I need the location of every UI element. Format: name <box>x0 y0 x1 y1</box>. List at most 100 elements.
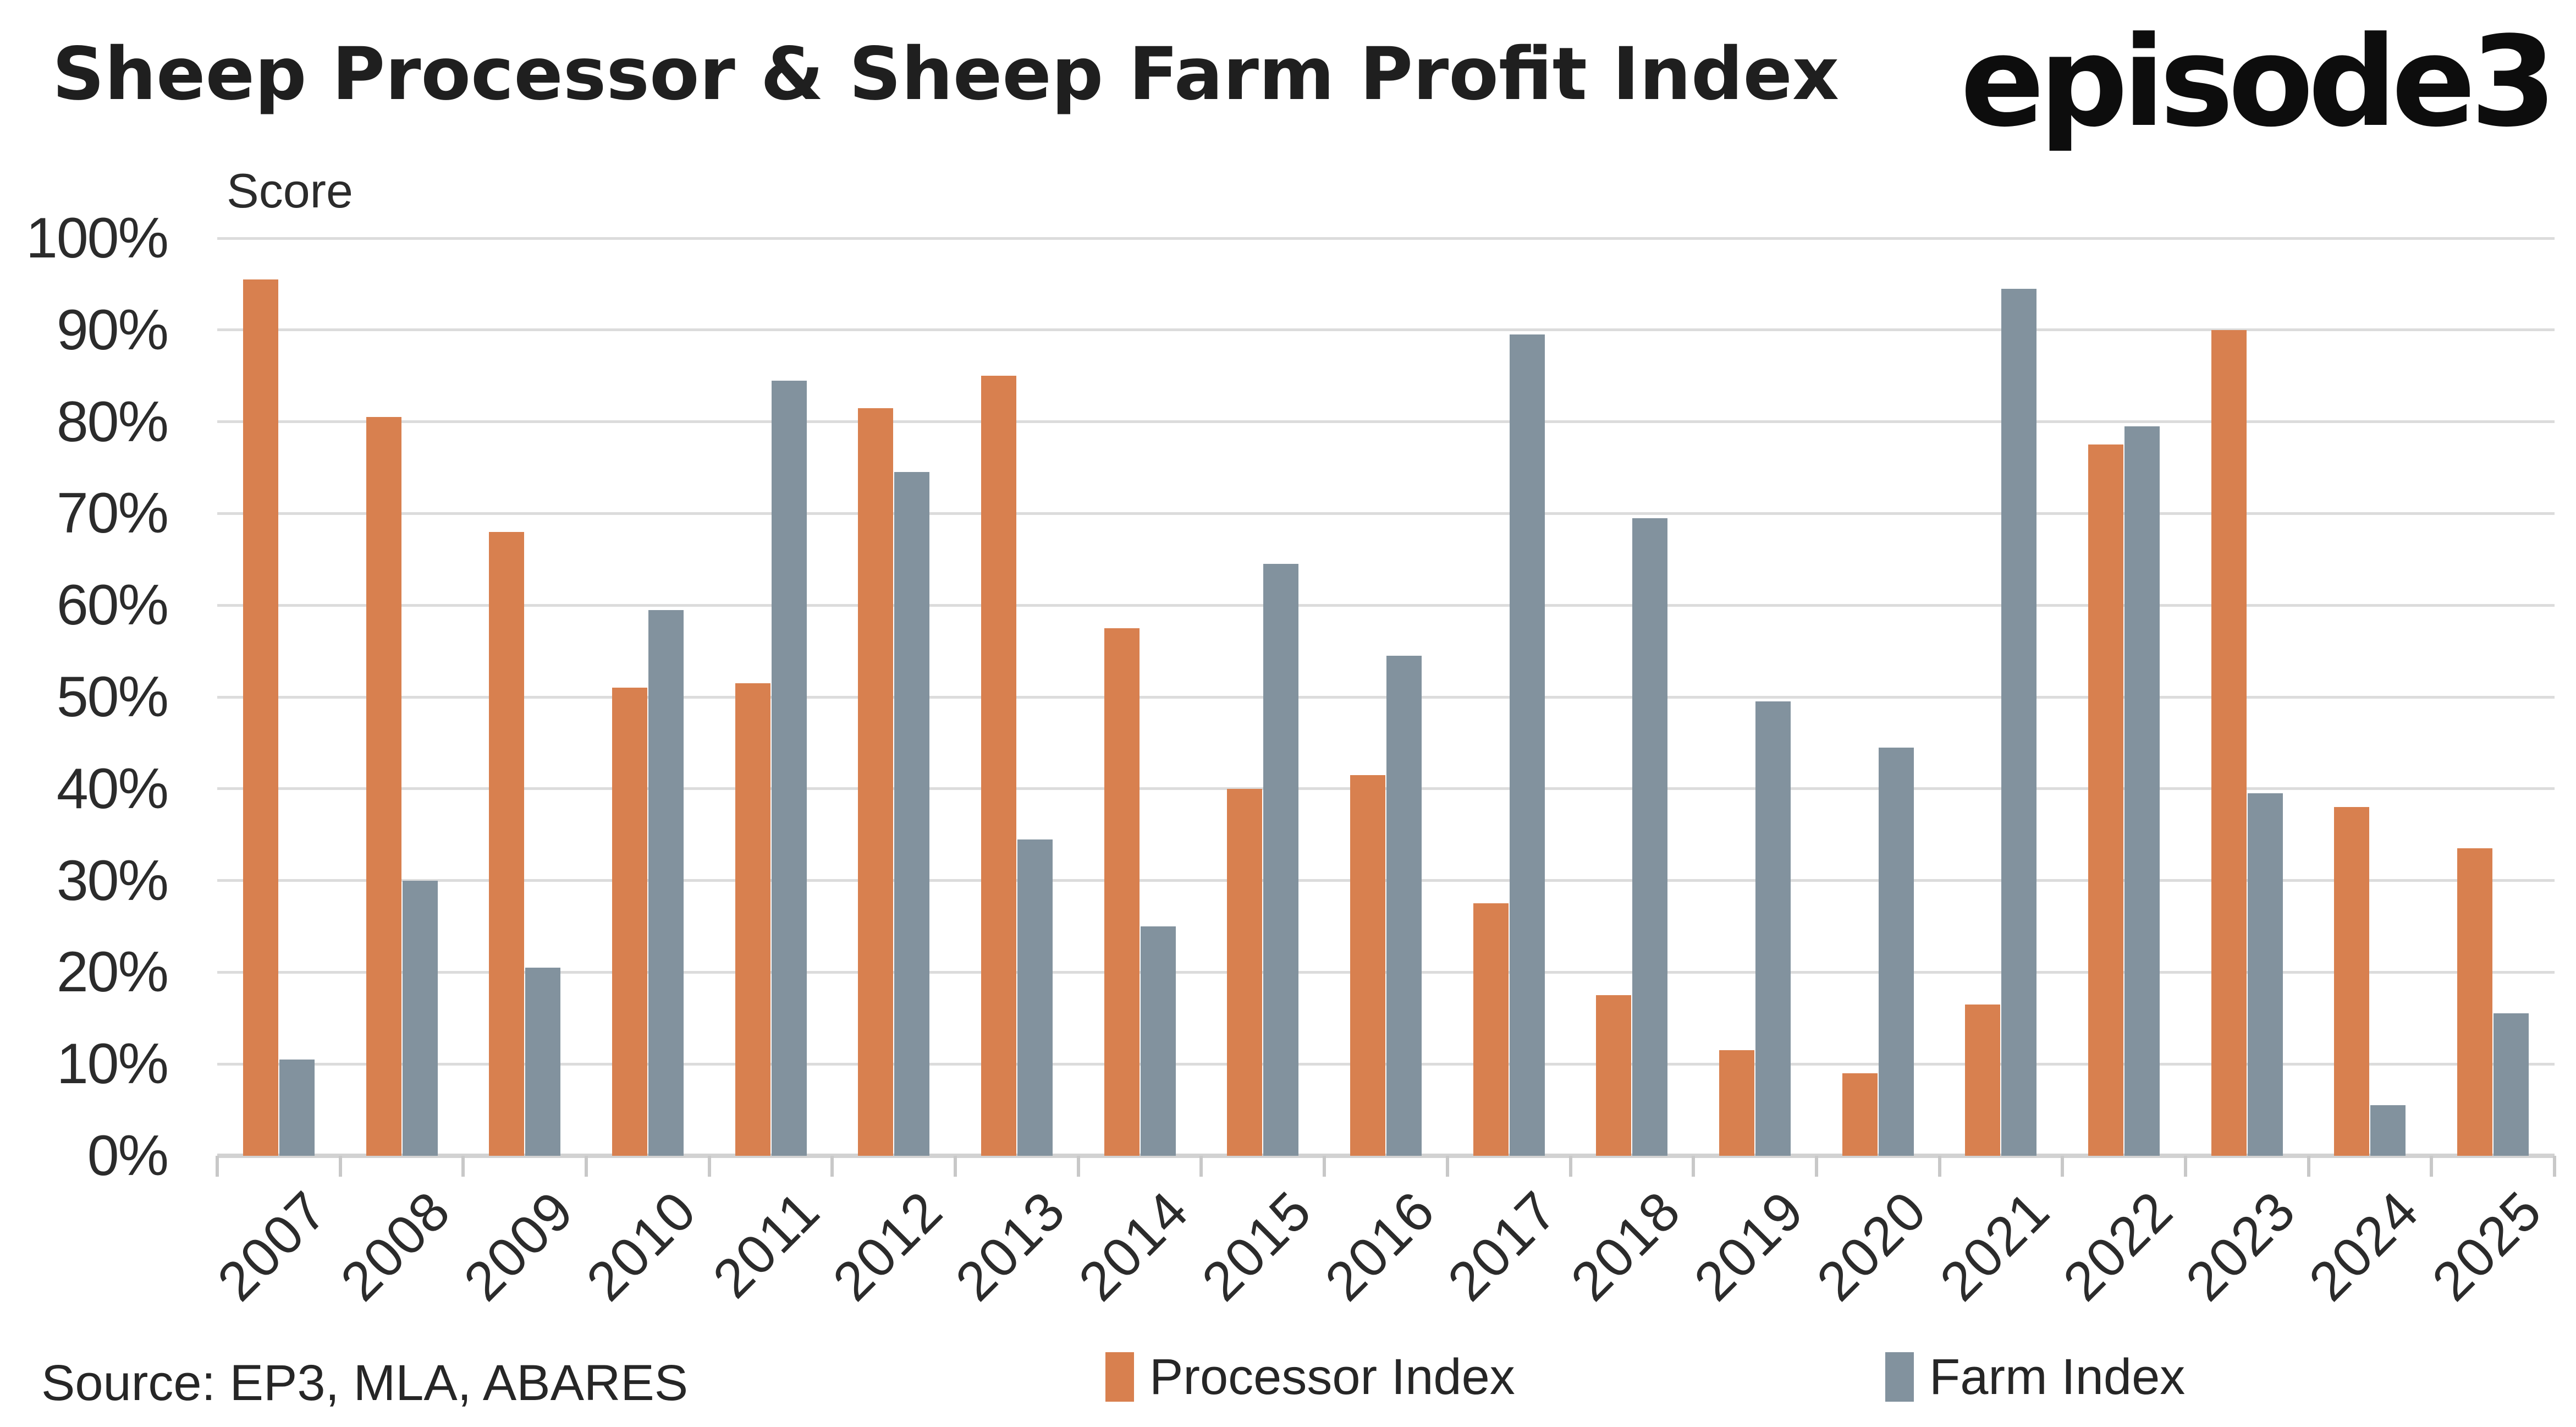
farm-bar-2013 <box>1017 839 1053 1156</box>
legend-swatch-processor-index <box>1105 1352 1134 1402</box>
processor-bar-2007 <box>243 279 278 1156</box>
farm-bar-2012 <box>894 472 930 1156</box>
gridline-30 <box>217 879 2555 882</box>
farm-bar-2018 <box>1632 518 1668 1156</box>
x-axis-tick-mark <box>1692 1156 1696 1177</box>
processor-bar-2022 <box>2088 444 2124 1156</box>
farm-bar-2008 <box>402 880 438 1156</box>
x-axis-tick-mark <box>338 1156 342 1177</box>
x-axis-tick-label: 2008 <box>329 1179 463 1313</box>
gridline-40 <box>217 787 2555 791</box>
farm-bar-2015 <box>1263 564 1299 1156</box>
x-axis-tick-label: 2023 <box>2174 1179 2308 1313</box>
farm-bar-2022 <box>2124 426 2160 1156</box>
x-axis-tick-mark <box>830 1156 834 1177</box>
legend-label: Farm Index <box>1929 1348 2186 1405</box>
processor-bar-2011 <box>735 683 770 1156</box>
x-axis-tick-mark <box>1937 1156 1941 1177</box>
x-axis-tick-label: 2015 <box>1190 1179 1324 1313</box>
farm-bar-2017 <box>1509 334 1545 1156</box>
processor-bar-2025 <box>2457 848 2493 1156</box>
farm-bar-2009 <box>525 968 561 1156</box>
legend-item-processor-index: Processor Index <box>1105 1347 1515 1407</box>
x-axis-tick-label: 2013 <box>944 1179 1077 1313</box>
x-axis-tick-mark <box>1199 1156 1203 1177</box>
legend-label: Processor Index <box>1149 1348 1515 1405</box>
processor-bar-2014 <box>1104 628 1140 1156</box>
x-axis-tick-mark <box>1814 1156 1818 1177</box>
farm-bar-2019 <box>1755 701 1791 1156</box>
x-axis-tick-label: 2009 <box>452 1179 586 1313</box>
farm-bar-2020 <box>1878 747 1914 1156</box>
x-axis-tick-label: 2020 <box>1805 1179 1939 1313</box>
y-axis-tick-label: 30% <box>56 848 169 913</box>
x-axis-tick-mark <box>2061 1156 2065 1177</box>
episode3-logo: episode3 <box>1960 10 2557 155</box>
processor-bar-2024 <box>2334 807 2370 1156</box>
x-axis-tick-label: 2010 <box>575 1179 708 1313</box>
processor-bar-2020 <box>1842 1073 1878 1156</box>
x-axis-tick-mark <box>1323 1156 1326 1177</box>
farm-bar-2023 <box>2247 793 2283 1156</box>
processor-bar-2018 <box>1596 995 1632 1156</box>
farm-bar-2007 <box>279 1059 315 1156</box>
y-axis-tick-label: 20% <box>56 940 169 1005</box>
x-axis-tick-label: 2024 <box>2297 1179 2431 1313</box>
y-axis-tick-label: 70% <box>56 481 169 546</box>
farm-bar-2025 <box>2494 1013 2529 1156</box>
farm-bar-2014 <box>1140 926 1176 1156</box>
x-axis-tick-mark <box>707 1156 711 1177</box>
processor-bar-2013 <box>981 376 1016 1156</box>
processor-bar-2015 <box>1227 788 1263 1156</box>
x-axis-tick-mark <box>2307 1156 2310 1177</box>
source-note: Source: EP3, MLA, ABARES <box>41 1355 689 1411</box>
farm-bar-2021 <box>2001 288 2037 1156</box>
x-axis-tick-mark <box>461 1156 465 1177</box>
y-axis-tick-label: 80% <box>56 389 169 454</box>
gridline-90 <box>217 328 2555 332</box>
processor-bar-2010 <box>612 688 647 1156</box>
processor-bar-2017 <box>1473 903 1509 1156</box>
x-axis-tick-label: 2011 <box>701 1179 832 1310</box>
x-axis-tick-mark <box>2553 1156 2556 1177</box>
processor-bar-2019 <box>1719 1050 1755 1156</box>
gridline-80 <box>217 420 2555 424</box>
y-axis-tick-label: 40% <box>56 756 169 821</box>
x-axis-tick-label: 2012 <box>821 1179 955 1313</box>
gridline-20 <box>217 970 2555 974</box>
chart-legend: Processor Index Farm Index <box>0 1347 2576 1413</box>
y-axis-title: Score <box>227 163 353 218</box>
y-axis-tick-label: 60% <box>56 573 169 638</box>
x-axis-tick-mark <box>954 1156 957 1177</box>
farm-bar-2016 <box>1386 655 1422 1156</box>
y-axis-tick-label: 100% <box>26 206 169 270</box>
processor-bar-2012 <box>858 408 894 1156</box>
farm-bar-2011 <box>771 380 807 1156</box>
x-axis-tick-label: 2017 <box>1436 1179 1570 1313</box>
x-axis-line <box>217 1154 2555 1158</box>
x-axis-tick-label: 2018 <box>1559 1179 1693 1313</box>
processor-bar-2016 <box>1350 775 1385 1156</box>
x-axis-tick-mark <box>585 1156 588 1177</box>
y-axis-tick-label: 10% <box>56 1032 169 1096</box>
x-axis-tick-mark <box>1076 1156 1080 1177</box>
x-axis-tick-label: 2025 <box>2420 1179 2554 1313</box>
x-axis-tick-mark <box>1568 1156 1572 1177</box>
x-axis-tick-label: 2014 <box>1067 1179 1201 1313</box>
y-axis-tick-label: 0% <box>87 1124 169 1188</box>
processor-bar-2008 <box>366 417 401 1156</box>
processor-bar-2009 <box>489 531 525 1156</box>
x-axis-tick-label: 2022 <box>2051 1179 2185 1313</box>
farm-bar-2010 <box>648 610 684 1156</box>
x-axis-tick-mark <box>216 1156 219 1177</box>
chart-title: Sheep Processor & Sheep Farm Profit Inde… <box>52 32 1840 117</box>
farm-bar-2024 <box>2370 1105 2406 1156</box>
processor-bar-2023 <box>2211 330 2247 1156</box>
x-axis-tick-label: 2016 <box>1313 1179 1446 1313</box>
gridline-10 <box>217 1062 2555 1066</box>
x-axis-tick-label: 2019 <box>1682 1179 1816 1313</box>
legend-swatch-farm-index <box>1885 1352 1914 1402</box>
legend-item-farm-index: Farm Index <box>1885 1347 2185 1407</box>
